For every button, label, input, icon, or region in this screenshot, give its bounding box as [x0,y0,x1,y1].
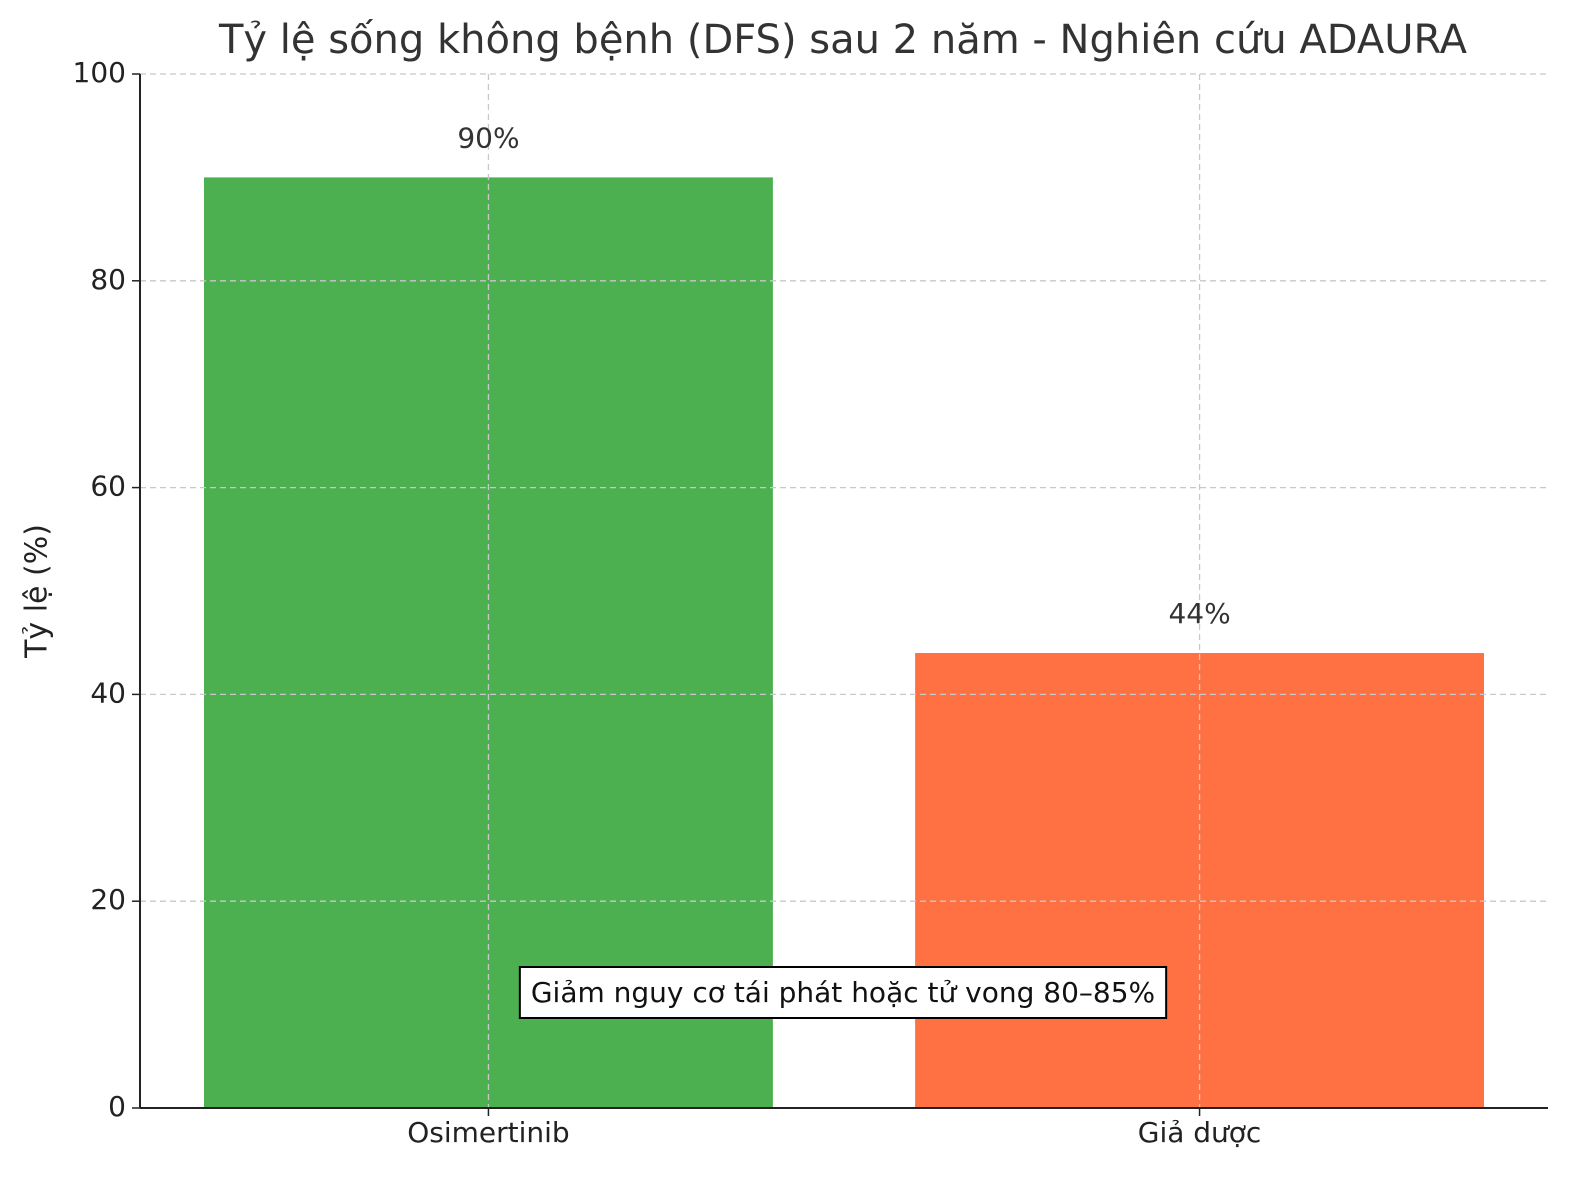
y-axis-label: Tỷ lệ (%) [20,524,55,659]
y-tick-label: 80 [90,263,126,296]
x-tick-label: Giả dược [1138,1116,1262,1149]
value-label: 90% [457,121,519,154]
annotation: Giảm nguy cơ tái phát hoặc tử vong 80–85… [518,966,1168,1019]
x-tick-label: Osimertinib [407,1116,569,1149]
y-tick-label: 0 [108,1090,126,1123]
annotation-text: Giảm nguy cơ tái phát hoặc tử vong 80–85… [531,976,1155,1009]
y-tick-label: 100 [73,56,126,89]
annotation-box [518,966,1168,1019]
chart-title: Tỷ lệ sống không bệnh (DFS) sau 2 năm - … [218,17,1468,63]
y-tick-label: 40 [90,676,126,709]
value-label: 44% [1168,597,1230,630]
bar [204,177,773,1108]
y-tick-label: 20 [90,883,126,916]
y-tick-label: 60 [90,470,126,503]
